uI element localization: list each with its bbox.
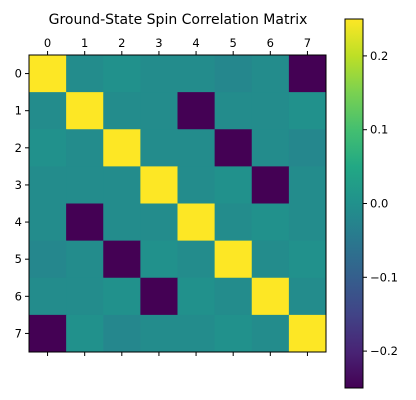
heatmap-cell-7-7 xyxy=(288,314,327,353)
colorbar-tick-label: −0.2 xyxy=(370,344,398,358)
x-tick-label: 1 xyxy=(81,36,88,50)
colorbar-tick-label: −0.1 xyxy=(370,270,398,284)
heatmap-cell-2-0 xyxy=(29,129,67,167)
heatmap-cell-2-1 xyxy=(66,129,104,167)
heatmap-cell-1-1 xyxy=(66,92,104,130)
heatmap-cell-5-0 xyxy=(29,240,67,279)
x-axis-ticks: 0 1 2 3 4 5 6 7 xyxy=(44,36,311,356)
heatmap-cell-3-7 xyxy=(288,166,327,205)
heatmap-cell-3-3 xyxy=(140,166,179,205)
x-tick-label: 7 xyxy=(304,36,311,50)
heatmap-cell-2-5 xyxy=(214,129,253,167)
heatmap-cell-6-0 xyxy=(29,277,67,316)
heatmap-cell-4-0 xyxy=(29,203,67,242)
heatmap-cell-7-5 xyxy=(214,314,253,353)
heatmap-cell-4-6 xyxy=(251,203,290,242)
heatmap-cell-4-5 xyxy=(214,203,253,242)
heatmap-cell-6-5 xyxy=(214,277,253,316)
heatmap-cell-3-6 xyxy=(251,166,290,205)
heatmap-cell-1-5 xyxy=(214,92,253,130)
heatmap-cells xyxy=(29,55,327,353)
heatmap-cell-7-4 xyxy=(177,314,216,353)
x-tick-label: 6 xyxy=(267,36,274,50)
plot-frame xyxy=(28,54,327,353)
chart-title: Ground-State Spin Correlation Matrix xyxy=(49,12,308,28)
heatmap-cell-2-7 xyxy=(288,129,327,167)
colorbar-tick-label: 0.2 xyxy=(370,49,388,63)
heatmap-cell-1-7 xyxy=(288,92,327,130)
heatmap-cell-6-7 xyxy=(288,277,327,316)
heatmap-cell-4-4 xyxy=(177,203,216,242)
heatmap-cell-1-6 xyxy=(251,92,290,130)
x-tick-label: 5 xyxy=(230,36,237,50)
heatmap-cell-0-6 xyxy=(251,55,290,93)
heatmap-cell-3-4 xyxy=(177,166,216,205)
y-tick-label: 4 xyxy=(15,215,22,229)
heatmap-cell-1-4 xyxy=(177,92,216,130)
heatmap-cell-6-1 xyxy=(66,277,104,316)
heatmap-cell-6-2 xyxy=(103,277,141,316)
y-tick-label: 7 xyxy=(15,326,22,340)
heatmap-cell-3-2 xyxy=(103,166,141,205)
heatmap-cell-0-0 xyxy=(29,55,67,93)
heatmap-cell-4-1 xyxy=(66,203,104,242)
heatmap-cell-5-5 xyxy=(214,240,253,279)
heatmap-cell-5-3 xyxy=(140,240,179,279)
colorbar xyxy=(344,18,364,389)
heatmap-cell-0-3 xyxy=(140,55,179,93)
heatmap-cell-6-4 xyxy=(177,277,216,316)
heatmap-cell-1-3 xyxy=(140,92,179,130)
heatmap-cell-0-7 xyxy=(288,55,327,93)
heatmap-cell-0-2 xyxy=(103,55,141,93)
heatmap-cell-3-5 xyxy=(214,166,253,205)
heatmap-cell-0-4 xyxy=(177,55,216,93)
heatmap-cell-0-1 xyxy=(66,55,104,93)
x-tick-label: 3 xyxy=(155,36,162,50)
heatmap-cell-5-1 xyxy=(66,240,104,279)
heatmap-cell-4-7 xyxy=(288,203,327,242)
heatmap-cell-5-2 xyxy=(103,240,141,279)
heatmap-cell-5-7 xyxy=(288,240,327,279)
heatmap-cell-2-6 xyxy=(251,129,290,167)
y-tick-label: 0 xyxy=(15,67,22,81)
y-tick-label: 2 xyxy=(15,141,22,155)
y-tick-label: 1 xyxy=(15,104,22,118)
heatmap-cell-6-3 xyxy=(140,277,179,316)
heatmap-cell-4-3 xyxy=(140,203,179,242)
y-axis-ticks: 0 1 2 3 4 5 6 7 xyxy=(15,67,29,340)
heatmap-cell-3-1 xyxy=(66,166,104,205)
colorbar-tick-label: 0.1 xyxy=(370,123,388,137)
heatmap-cell-7-6 xyxy=(251,314,290,353)
heatmap-cell-2-2 xyxy=(103,129,141,167)
x-tick-label: 0 xyxy=(44,36,51,50)
heatmap-cell-1-0 xyxy=(29,92,67,130)
y-tick-label: 3 xyxy=(15,178,22,192)
heatmap-cell-2-4 xyxy=(177,129,216,167)
heatmap-cell-3-0 xyxy=(29,166,67,205)
heatmap-cell-7-3 xyxy=(140,314,179,353)
heatmap-cell-7-2 xyxy=(103,314,141,353)
colorbar-tick-label: 0.0 xyxy=(370,197,388,211)
heatmap-cell-6-6 xyxy=(251,277,290,316)
heatmap-cell-7-1 xyxy=(66,314,104,353)
heatmap-cell-5-4 xyxy=(177,240,216,279)
heatmap-cell-4-2 xyxy=(103,203,141,242)
heatmap-cell-1-2 xyxy=(103,92,141,130)
x-tick-label: 2 xyxy=(118,36,125,50)
colorbar-ticks: 0.2 0.1 0.0 −0.1 −0.2 xyxy=(363,49,398,358)
x-tick-label: 4 xyxy=(192,36,199,50)
heatmap-cell-0-5 xyxy=(214,55,253,93)
heatmap-cell-2-3 xyxy=(140,129,179,167)
y-tick-label: 5 xyxy=(15,252,22,266)
heatmap-cell-7-0 xyxy=(29,314,67,353)
y-tick-label: 6 xyxy=(15,289,22,303)
heatmap-cell-5-6 xyxy=(251,240,290,279)
